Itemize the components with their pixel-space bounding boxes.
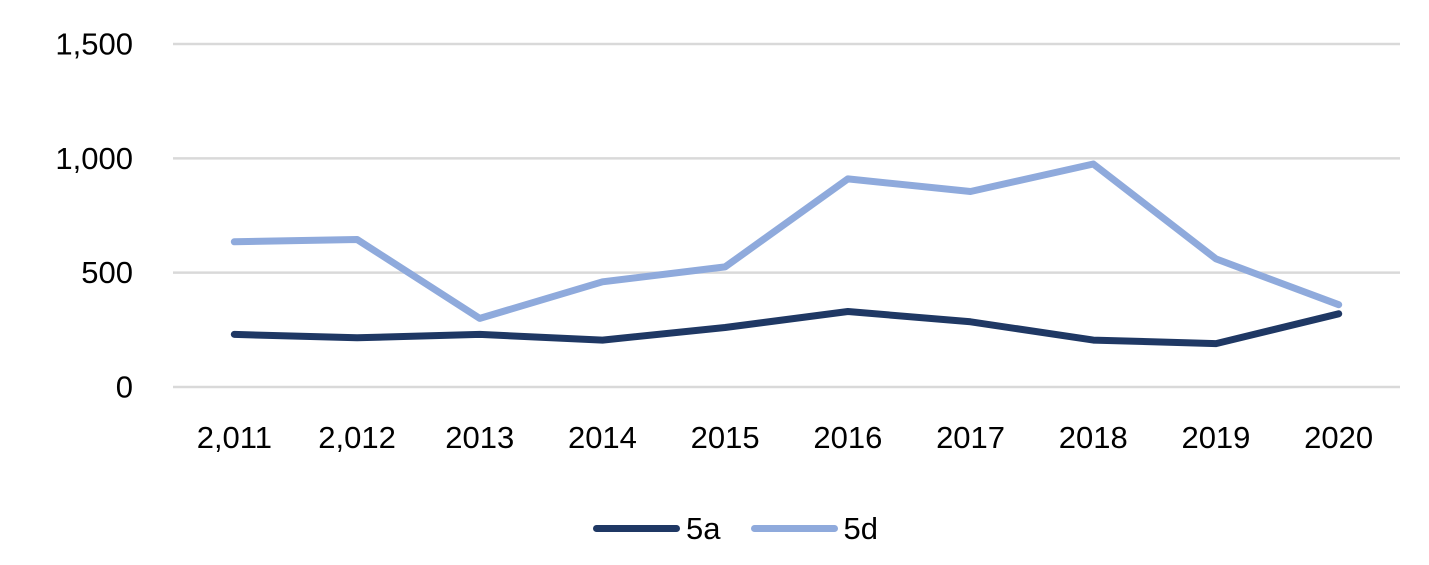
x-axis-tick-label: 2,012 (318, 420, 396, 455)
x-axis-tick-label: 2015 (691, 420, 760, 455)
legend-line-swatch-5a (593, 524, 681, 532)
y-axis-tick-label: 1,500 (55, 27, 133, 62)
y-axis-tick-label: 0 (116, 370, 133, 405)
series-line-5a[interactable] (230, 308, 1343, 348)
x-axis-tick-label: 2019 (1181, 420, 1250, 455)
legend: 5a 5d (0, 506, 1429, 550)
legend-item-5d[interactable]: 5d (750, 510, 878, 546)
legend-line-swatch-5d (750, 524, 838, 532)
x-axis-tick-label: 2,011 (197, 420, 272, 455)
y-axis-tick-label: 1,000 (55, 141, 133, 176)
x-axis-tick-label: 2013 (445, 420, 514, 455)
x-axis-tick-label: 2018 (1059, 420, 1128, 455)
series-line-5d[interactable] (230, 160, 1343, 322)
legend-label-5a: 5a (686, 510, 721, 546)
x-axis-tick-label: 2014 (568, 420, 637, 455)
x-axis-tick-label: 2020 (1304, 420, 1373, 455)
legend-item-5a[interactable]: 5a (593, 510, 721, 546)
legend-label-5d: 5d (843, 510, 878, 546)
x-axis-tick-label: 2017 (936, 420, 1005, 455)
x-axis-tick-label: 2016 (813, 420, 882, 455)
y-axis-tick-label: 500 (81, 255, 133, 290)
